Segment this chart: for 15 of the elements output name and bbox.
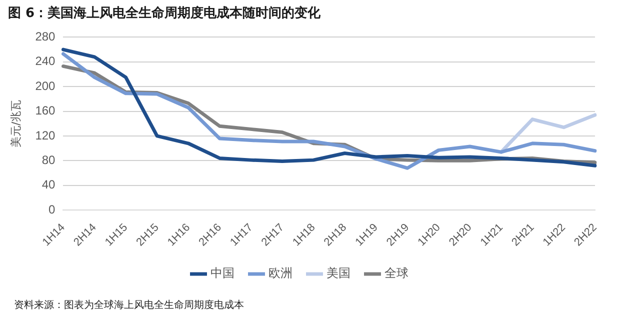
y-tick-label: 0 — [48, 202, 56, 216]
y-tick-label: 280 — [35, 30, 56, 44]
legend-label: 全球 — [384, 266, 408, 280]
y-tick-label: 160 — [35, 104, 56, 118]
text: 资料来源：图表为全球海上风电全生命周期度电成本 — [14, 298, 244, 312]
y-axis-title: 美元/兆瓦 — [9, 100, 22, 148]
y-tick-label: 40 — [42, 178, 56, 192]
y-tick-label: 240 — [35, 54, 56, 68]
y-tick-label: 200 — [35, 78, 56, 93]
legend-label: 欧洲 — [268, 266, 292, 280]
y-tick-label: 80 — [42, 152, 56, 167]
chart-title: 图 6：美国海上风电全生命周期度电成本随时间的变化 — [8, 4, 321, 22]
legend-label: 中国 — [210, 266, 234, 280]
legend-label: 美国 — [326, 266, 350, 280]
y-tick-label: 120 — [35, 128, 56, 142]
